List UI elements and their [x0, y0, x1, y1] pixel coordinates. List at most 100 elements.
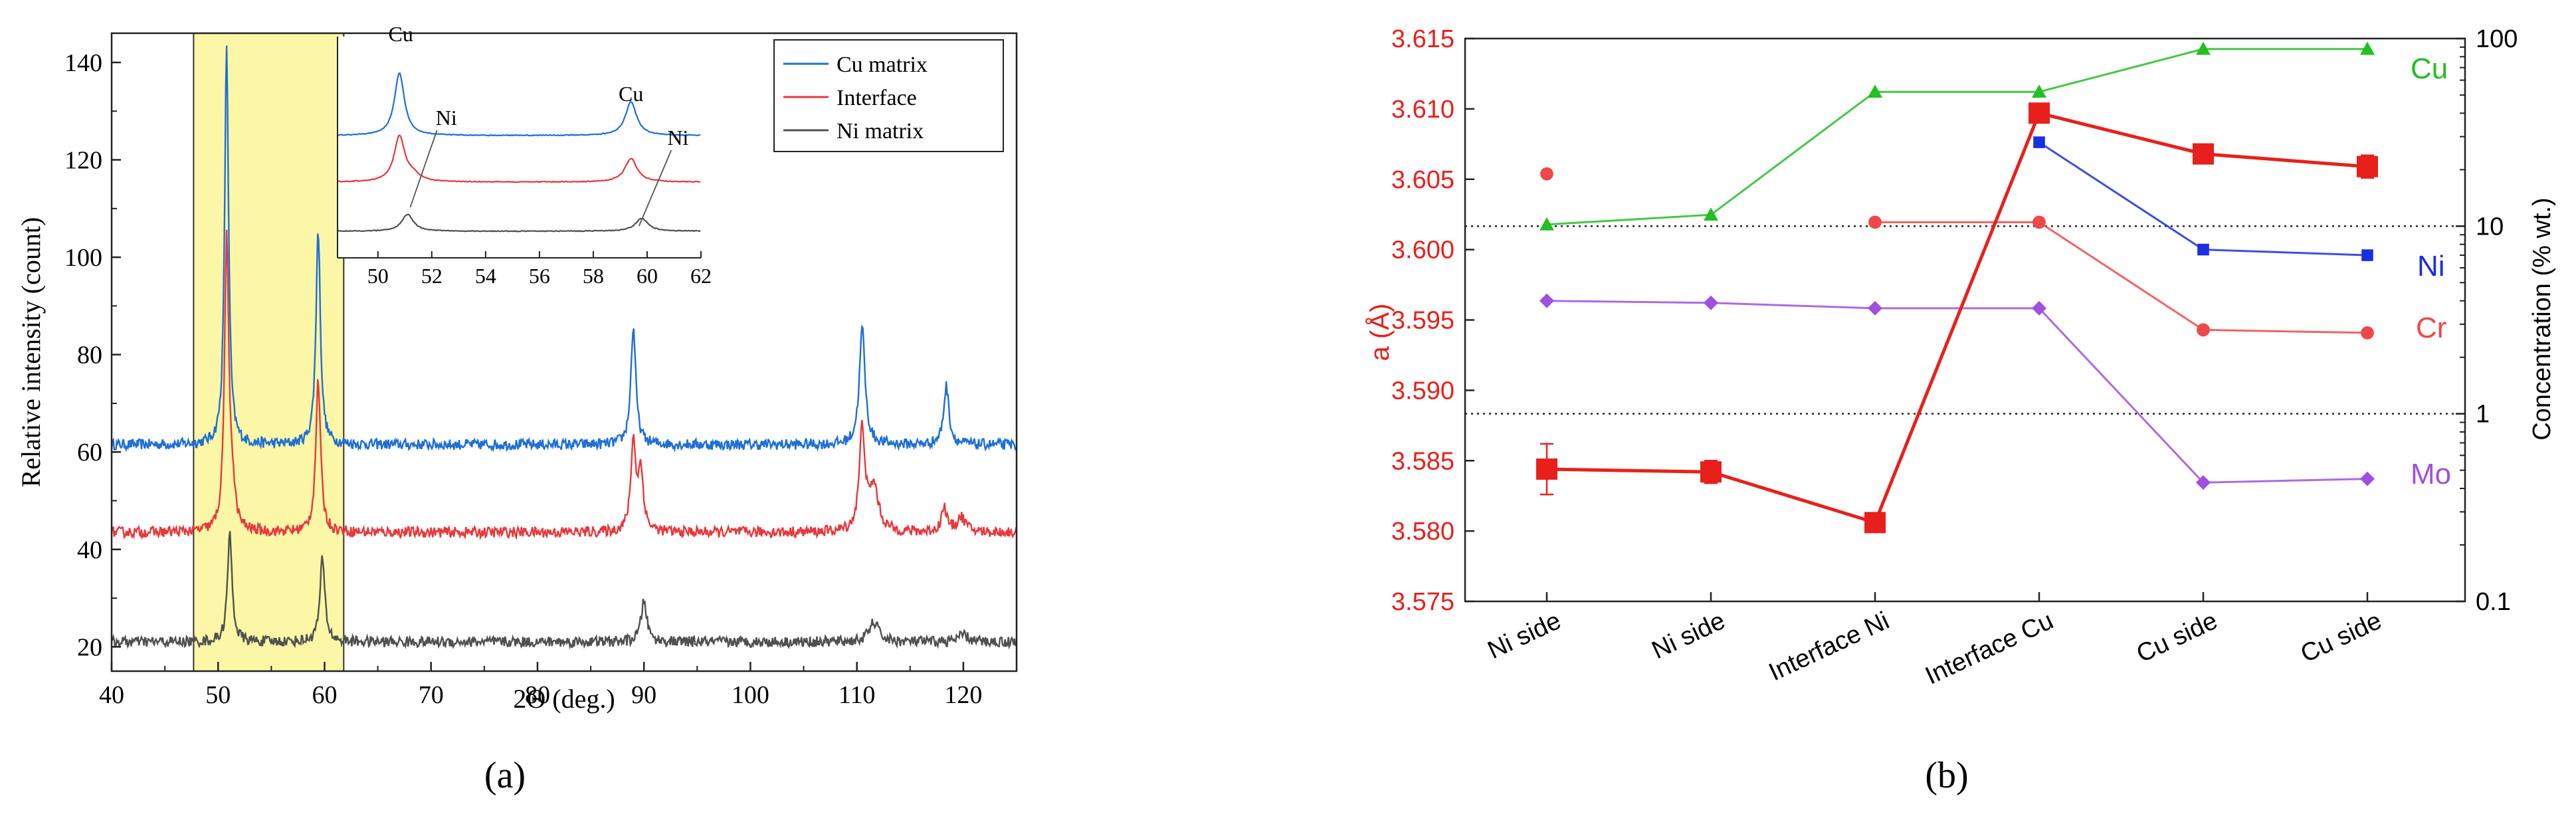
inset-line-interface [337, 134, 701, 183]
xrd-series-group [110, 45, 1017, 650]
element-label: Ni [2417, 250, 2445, 282]
lattice-y-tick-label: 3.595 [1391, 307, 1454, 335]
inset-annotation: Cu [389, 22, 413, 46]
lattice-point [2193, 143, 2214, 165]
concentration-series-group [1539, 41, 2375, 490]
concentration-point-mo [1539, 293, 1554, 308]
lattice-y-tick-label: 3.580 [1391, 518, 1454, 546]
xrd-x-tick-label: 120 [944, 681, 982, 709]
lattice-y-tick-label: 3.600 [1391, 237, 1454, 264]
xrd-inset: 50 52 54 56 58 60 62 Cu Ni Cu Ni [337, 22, 712, 288]
legend-entry: Cu matrix [837, 52, 928, 77]
xrd-panel: 40 50 60 70 80 90 100 110 120 20 40 60 80 100 120 140 5… [16, 22, 1018, 796]
concentration-point-cr [1540, 167, 1553, 181]
concentration-point-ni [2033, 136, 2045, 148]
xrd-line-interface [110, 229, 1017, 541]
lattice-category-label: Cu side [2132, 607, 2222, 668]
concentration-line-mo [1546, 300, 2368, 484]
inset-background [338, 37, 701, 258]
lattice-point [2357, 155, 2378, 177]
xrd-y-tick-label: 60 [77, 439, 102, 466]
concentration-point-cu [2032, 84, 2046, 98]
concentration-point-ni [2197, 243, 2209, 256]
lattice-point [1536, 458, 1557, 480]
concentration-point-ni [2361, 249, 2373, 261]
inset-x-tick-label: 50 [367, 264, 389, 288]
lattice-y-tick-label: 3.610 [1391, 96, 1454, 124]
concentration-point-cu [1539, 217, 1554, 231]
element-label: Cr [2416, 312, 2446, 344]
concentration-point-mo [2032, 300, 2046, 316]
concentration-point-cu [1868, 84, 1882, 98]
concentration-tick-label: 10 [2476, 213, 2504, 241]
xrd-y-tick-label: 40 [77, 536, 102, 564]
concentration-axis-label: Concentration (% wt.) [2528, 197, 2556, 440]
lattice-category-label: Interface Cu [1921, 607, 2057, 690]
xrd-y-tick-label: 80 [77, 342, 102, 369]
inset-x-tick-label: 52 [421, 264, 443, 288]
xrd-axes: 40 50 60 70 80 90 100 110 120 20 40 60 80 100 120 140 [64, 32, 1018, 709]
concentration-line-cr [1875, 221, 2368, 334]
legend-entry: Interface [837, 86, 917, 110]
lattice-y-tick-label: 3.585 [1391, 447, 1454, 475]
inset-line-ni-matrix [337, 213, 701, 233]
inset-x-tick-label: 56 [529, 264, 550, 288]
xrd-y-axis-label: Relative intensity (count) [16, 217, 46, 488]
lattice-y-tick-label: 3.590 [1391, 377, 1454, 405]
xrd-x-tick-label: 90 [631, 681, 656, 709]
inset-x-tick-label: 60 [637, 264, 658, 288]
xrd-y-tick-label: 100 [64, 244, 102, 272]
lattice-y-axis-label: a (Å) [1365, 304, 1395, 361]
lattice-line [1546, 111, 2368, 525]
inset-x-tick-label: 58 [583, 264, 604, 288]
concentration-point-cr [2197, 323, 2210, 337]
concentration-tick-label: 0.1 [2476, 588, 2511, 616]
lattice-category-label: Ni side [1648, 607, 1730, 665]
xrd-x-tick-label: 110 [839, 681, 876, 709]
concentration-point-cu [2360, 41, 2375, 55]
lattice-y-tick-label: 3.575 [1391, 588, 1454, 616]
concentration-tick-label: 100 [2476, 25, 2518, 53]
legend-entry: Ni matrix [837, 119, 924, 144]
lattice-point [1864, 512, 1886, 534]
concentration-point-mo [2196, 475, 2211, 490]
element-label: Mo [2411, 458, 2451, 490]
concentration-point-mo [1704, 295, 1718, 310]
concentration-point-cr [2032, 215, 2046, 229]
concentration-line-cu [1546, 48, 2367, 226]
highlight-band [193, 33, 345, 672]
lattice-point [1700, 461, 1722, 483]
lattice-panel: 3.575 3.580 3.585 3.590 3.595 3.600 3.605 3.610… [1365, 25, 2556, 796]
inset-x-tick-label: 62 [690, 264, 712, 288]
inset-x-tick-label: 54 [475, 264, 496, 288]
concentration-point-cu [1704, 207, 1718, 221]
element-labels: Cu Ni Cr Mo [2411, 52, 2451, 490]
xrd-y-tick-label: 140 [64, 49, 102, 77]
xrd-y-tick-label: 20 [77, 633, 102, 661]
xrd-x-tick-label: 70 [419, 681, 444, 709]
inset-pointer [409, 130, 438, 208]
lattice-category-label: Interface Ni [1765, 607, 1894, 686]
lattice-category-label: Ni side [1484, 607, 1565, 665]
xrd-x-tick-label: 80 [525, 681, 550, 709]
inset-annotation: Cu [619, 82, 643, 106]
inset-pointer [638, 150, 672, 227]
element-label: Cu [2411, 52, 2448, 85]
panel-label-a: (a) [484, 755, 526, 796]
concentration-point-mo [1868, 300, 1882, 316]
xrd-line-cu-matrix [110, 45, 1017, 453]
xrd-legend: Cu matrix Interface Ni matrix [773, 39, 1004, 152]
xrd-x-axis-label: 2Θ (deg.) [513, 684, 615, 714]
xrd-x-tick-label: 100 [732, 681, 769, 709]
lattice-plot-frame [1464, 37, 2466, 603]
xrd-legend-box [773, 39, 1004, 152]
xrd-x-tick-label: 60 [312, 681, 337, 709]
lattice-point [2029, 102, 2050, 124]
panel-label-b: (b) [1925, 755, 1968, 796]
lattice-y-tick-label: 3.605 [1391, 166, 1454, 194]
concentration-point-cr [2361, 326, 2374, 340]
inset-annotation: Ni [436, 106, 457, 130]
lattice-parameter-series [1536, 102, 2378, 534]
lattice-category-label: Cu side [2296, 607, 2386, 668]
xrd-line-ni-matrix [111, 531, 1017, 650]
